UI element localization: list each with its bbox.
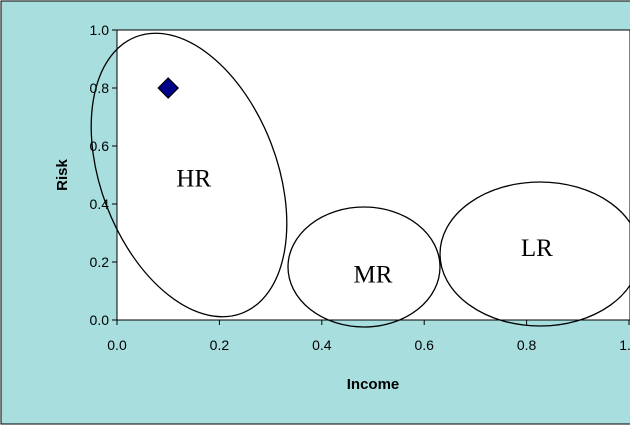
y-axis-title: Risk [54,159,71,191]
x-tick-label: 0.8 [517,337,537,353]
x-tick-label: 0.4 [312,337,332,353]
x-tick-label: 0.0 [107,337,127,353]
x-tick-label: 0.6 [414,337,434,353]
y-tick-label: 0.0 [90,312,110,328]
y-tick-label: 0.2 [90,254,110,270]
x-tick-label: 0.2 [210,337,230,353]
y-tick-label: 0.6 [90,138,110,154]
region-label-hr: HR [176,166,211,193]
region-label-lr: LR [521,235,553,262]
x-tick-label: 1.0 [619,337,630,353]
y-tick-label: 1.0 [90,22,110,38]
y-tick-label: 0.8 [90,80,110,96]
x-axis-title: Income [347,376,400,393]
region-label-mr: MR [354,261,393,288]
y-tick-label: 0.4 [90,196,110,212]
